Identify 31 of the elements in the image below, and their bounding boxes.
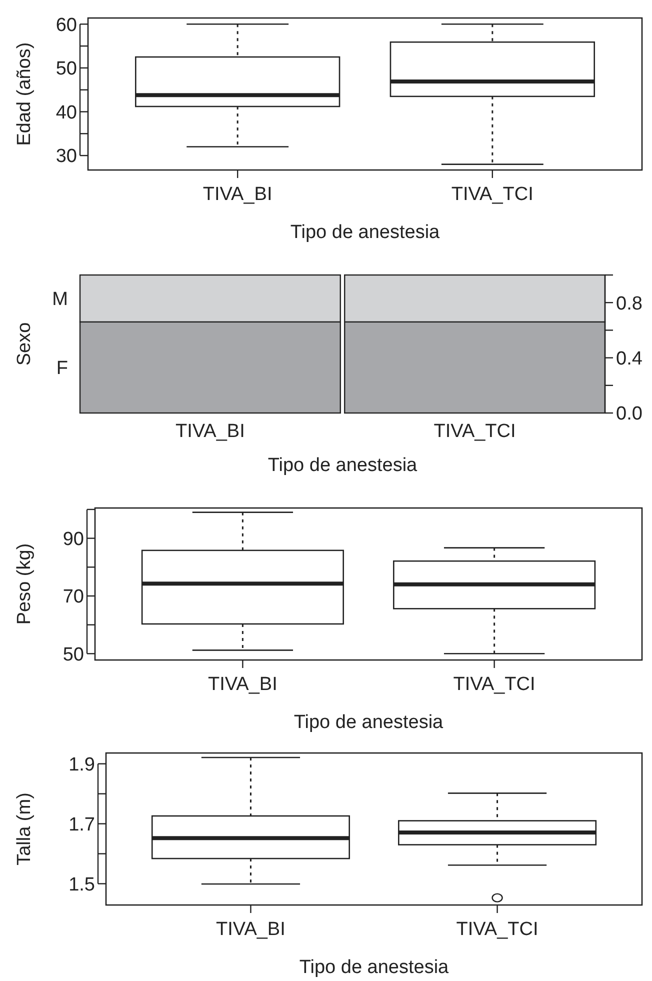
x-axis-title: Tipo de anestesia <box>294 712 444 733</box>
x-tick-label: TIVA_BI <box>216 919 286 940</box>
y-axis-title: Edad (años) <box>14 42 35 146</box>
y-tick-label: 60 <box>56 14 77 36</box>
x-tick-label: TIVA_TCI <box>456 919 538 940</box>
y-tick-label: 30 <box>56 146 77 168</box>
x-tick-label: TIVA_TCI <box>434 421 516 442</box>
x-axis-title: Tipo de anestesia <box>268 455 418 476</box>
y-tick-label: 70 <box>62 586 84 608</box>
y-tick-label: 1.9 <box>68 754 95 776</box>
series-label: F <box>56 358 68 380</box>
y-tick-label: 50 <box>62 644 84 666</box>
y-axis-title: Talla (m) <box>14 792 35 866</box>
x-tick-label: TIVA_TCI <box>453 674 536 695</box>
series-label: M <box>52 289 68 310</box>
y-tick-label: 0.8 <box>616 293 642 314</box>
y-axis-title: Sexo <box>14 322 35 366</box>
y-tick-label: 90 <box>62 528 84 550</box>
y-tick-label: 50 <box>56 58 77 80</box>
x-tick-label: TIVA_BI <box>202 184 272 205</box>
y-tick-label: 0.0 <box>616 404 642 425</box>
y-tick-label: 0.4 <box>616 348 643 370</box>
x-axis-title: Tipo de anestesia <box>299 957 450 978</box>
y-axis-title: Peso (kg) <box>14 543 35 625</box>
x-tick-label: TIVA_TCI <box>451 184 534 205</box>
x-tick-label: TIVA_BI <box>208 674 278 695</box>
y-tick-label: 1.7 <box>68 814 95 836</box>
y-tick-label: 1.5 <box>68 874 95 896</box>
x-tick-label: TIVA_BI <box>176 421 245 442</box>
x-axis-title: Tipo de anestesia <box>290 222 440 243</box>
y-tick-label: 40 <box>56 102 77 124</box>
